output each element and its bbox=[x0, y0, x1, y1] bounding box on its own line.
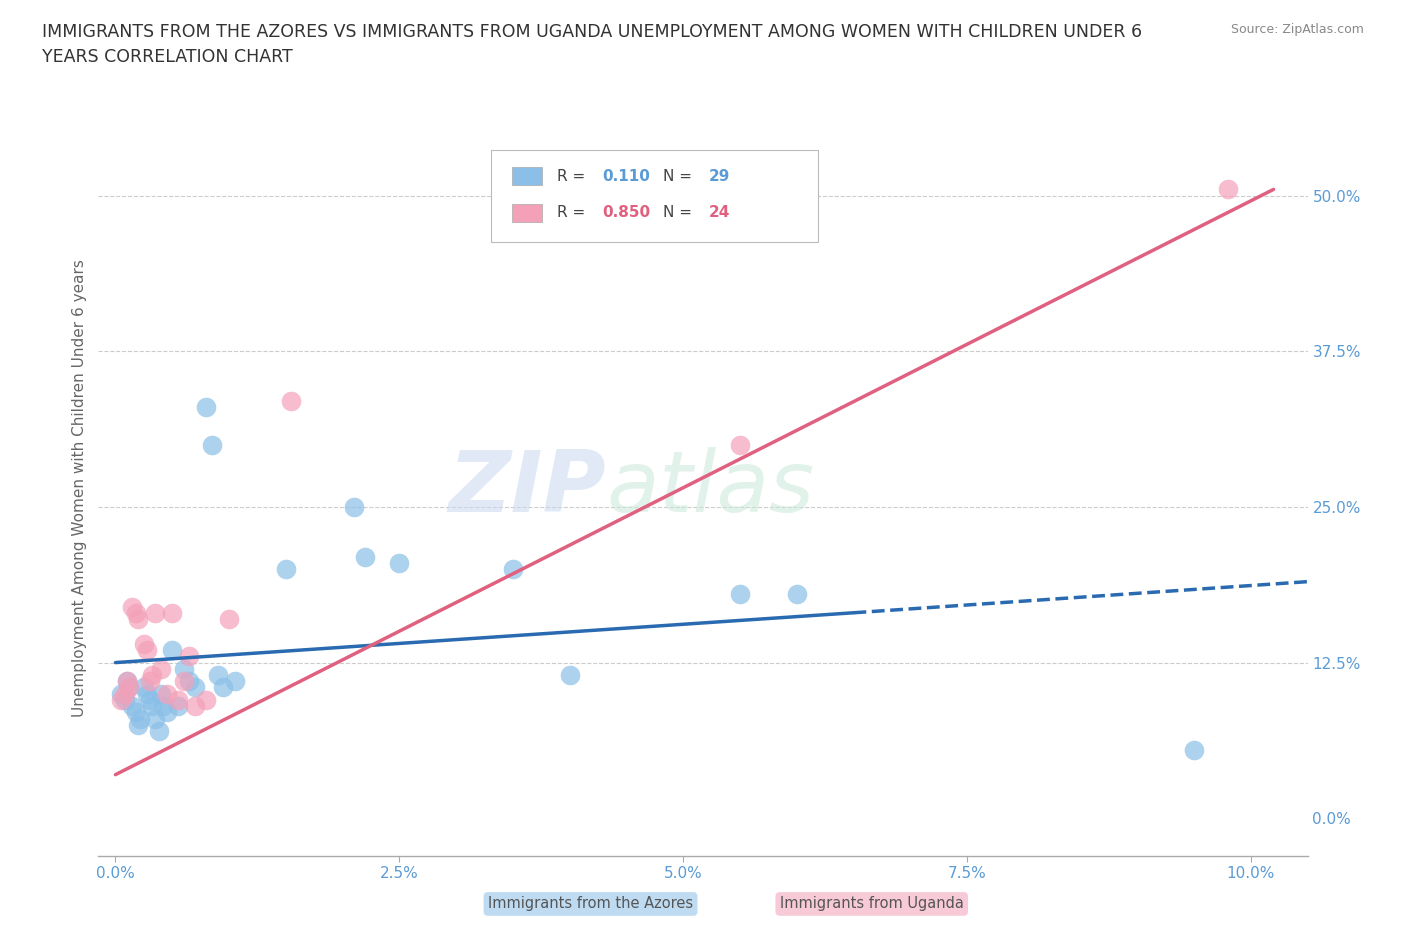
Text: Immigrants from Uganda: Immigrants from Uganda bbox=[780, 897, 963, 911]
Point bbox=[195, 400, 218, 415]
Text: 29: 29 bbox=[709, 168, 731, 183]
Point bbox=[786, 587, 808, 602]
Point bbox=[152, 698, 174, 713]
Text: N =: N = bbox=[664, 168, 697, 183]
Point bbox=[173, 674, 195, 689]
Point bbox=[127, 717, 149, 732]
Point bbox=[125, 605, 148, 620]
FancyBboxPatch shape bbox=[512, 204, 543, 222]
Point bbox=[343, 499, 366, 514]
Point bbox=[155, 686, 177, 701]
Point bbox=[160, 605, 183, 620]
Point bbox=[184, 680, 207, 695]
Point bbox=[155, 705, 177, 720]
Point bbox=[201, 437, 224, 452]
Point bbox=[143, 711, 166, 726]
Point bbox=[149, 686, 172, 701]
Point bbox=[141, 698, 163, 713]
Text: 0.110: 0.110 bbox=[603, 168, 651, 183]
Point bbox=[115, 674, 138, 689]
Point bbox=[224, 674, 246, 689]
Point bbox=[1182, 742, 1205, 757]
Text: 0.850: 0.850 bbox=[603, 206, 651, 220]
Point bbox=[195, 693, 218, 708]
Text: IMMIGRANTS FROM THE AZORES VS IMMIGRANTS FROM UGANDA UNEMPLOYMENT AMONG WOMEN WI: IMMIGRANTS FROM THE AZORES VS IMMIGRANTS… bbox=[42, 23, 1142, 66]
Point bbox=[115, 674, 138, 689]
Point bbox=[728, 437, 751, 452]
Point bbox=[114, 693, 136, 708]
Point bbox=[274, 562, 297, 577]
Point bbox=[173, 661, 195, 676]
Point bbox=[502, 562, 524, 577]
Point bbox=[136, 643, 159, 658]
Point bbox=[167, 693, 190, 708]
Point bbox=[148, 724, 170, 738]
Text: atlas: atlas bbox=[606, 446, 814, 530]
Point bbox=[129, 711, 152, 726]
Text: R =: R = bbox=[557, 168, 589, 183]
Point bbox=[132, 636, 155, 651]
FancyBboxPatch shape bbox=[512, 166, 543, 185]
Point bbox=[121, 698, 143, 713]
Point bbox=[280, 393, 302, 408]
Text: N =: N = bbox=[664, 206, 697, 220]
Point bbox=[207, 668, 229, 683]
Point bbox=[125, 705, 148, 720]
Point bbox=[179, 649, 201, 664]
Text: ZIP: ZIP bbox=[449, 446, 606, 530]
Point bbox=[138, 693, 160, 708]
Point bbox=[141, 668, 163, 683]
Point bbox=[354, 550, 377, 565]
Point bbox=[121, 599, 143, 614]
FancyBboxPatch shape bbox=[492, 151, 818, 242]
Point bbox=[114, 686, 136, 701]
Point bbox=[118, 680, 141, 695]
Text: Immigrants from the Azores: Immigrants from the Azores bbox=[488, 897, 693, 911]
Point bbox=[127, 612, 149, 627]
Point bbox=[167, 698, 190, 713]
Point bbox=[388, 555, 411, 570]
Point bbox=[212, 680, 235, 695]
Point bbox=[728, 587, 751, 602]
Text: Source: ZipAtlas.com: Source: ZipAtlas.com bbox=[1230, 23, 1364, 36]
Point bbox=[136, 686, 159, 701]
Text: 24: 24 bbox=[709, 206, 731, 220]
Y-axis label: Unemployment Among Women with Children Under 6 years: Unemployment Among Women with Children U… bbox=[72, 259, 87, 717]
Point bbox=[132, 680, 155, 695]
Point bbox=[143, 605, 166, 620]
Point bbox=[218, 612, 240, 627]
Point bbox=[149, 661, 172, 676]
Point bbox=[160, 643, 183, 658]
Point bbox=[1216, 182, 1239, 197]
Point bbox=[184, 698, 207, 713]
Point bbox=[118, 680, 141, 695]
Point bbox=[558, 668, 581, 683]
Text: R =: R = bbox=[557, 206, 589, 220]
Point bbox=[110, 693, 132, 708]
Point bbox=[179, 674, 201, 689]
Point bbox=[110, 686, 132, 701]
Point bbox=[138, 674, 160, 689]
